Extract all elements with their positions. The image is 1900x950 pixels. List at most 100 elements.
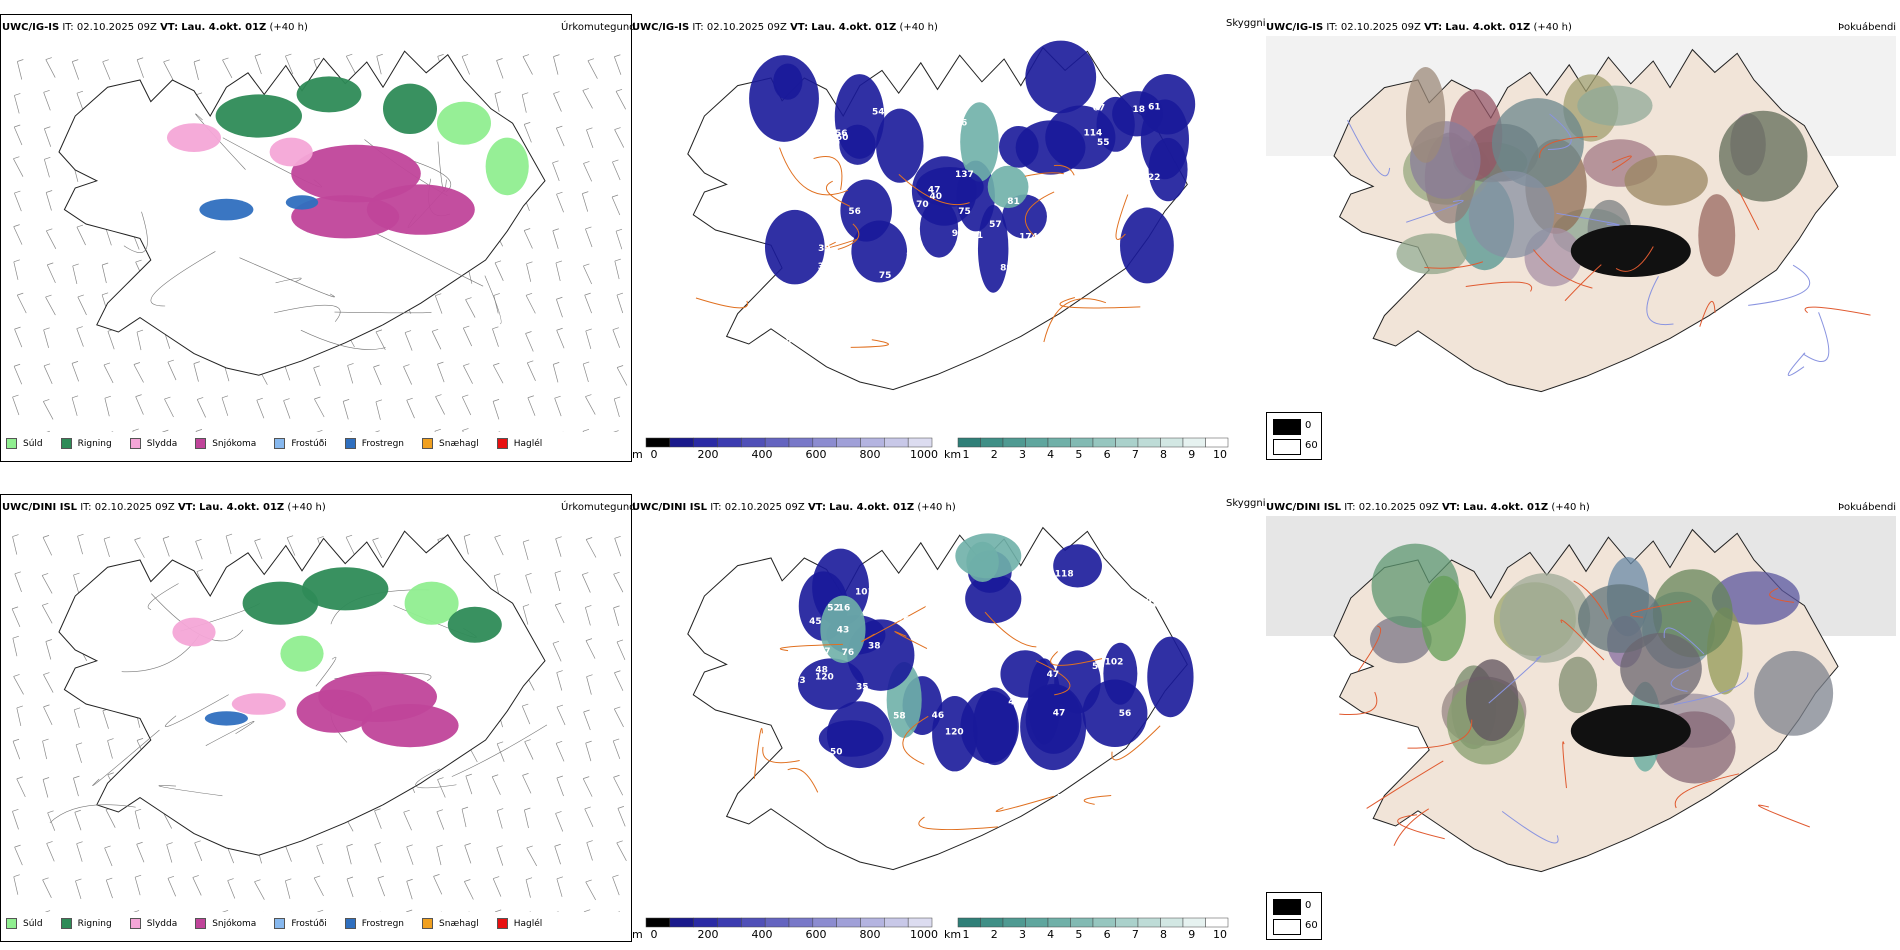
precip-legend-item: Rigning (60, 918, 112, 929)
low-cloud-area (966, 541, 999, 583)
low-cloud-area (999, 125, 1039, 168)
colorbar-tick: 200 (697, 448, 719, 461)
cloud-base-label: 101 (855, 587, 874, 597)
road-line (837, 223, 860, 250)
cloud-base-label: 97 (1145, 598, 1158, 608)
road-line (1339, 691, 1378, 716)
wind-barb (585, 879, 596, 901)
road-line (787, 767, 819, 793)
precip-legend-swatch (496, 438, 508, 449)
cloud-base-label: 104 (967, 679, 986, 689)
wind-barb (522, 54, 533, 75)
cloud-base-label: 22 (1148, 173, 1161, 183)
precip-area (404, 581, 459, 625)
wind-barb (614, 54, 622, 75)
colorbar-cell (860, 917, 885, 928)
wind-barb (612, 738, 621, 760)
road-line (1024, 172, 1064, 177)
precip-legend-label: Snjókoma (212, 438, 257, 449)
road-line (300, 329, 386, 350)
road-line (1053, 164, 1075, 176)
wind-barb (196, 397, 206, 418)
wind-barb (133, 362, 144, 383)
precip-legend-swatch (344, 438, 356, 449)
fog-index-area (1396, 233, 1467, 275)
precip-area (215, 94, 302, 138)
low-cloud-area (932, 696, 978, 772)
wind-barb (374, 430, 380, 432)
cloud-base-label: 39 (818, 244, 831, 254)
fog-legend-high-swatch (1273, 419, 1301, 435)
precip-area (383, 83, 437, 134)
low-cloud-area (1000, 650, 1050, 698)
wind-barb (73, 572, 80, 594)
road-line (1573, 580, 1609, 620)
wind-barb (556, 775, 564, 797)
precip-header: UWC/DINI ISL IT: 02.10.2025 09Z VT: Lau.… (2, 502, 326, 513)
wind-barb (586, 674, 593, 695)
colorbar-tick: 0 (650, 928, 658, 941)
fog-index-area (1620, 632, 1702, 705)
wind-barb (372, 537, 382, 559)
colorbar-tick: 1000 (910, 448, 938, 461)
wind-barb (13, 363, 23, 385)
cloud-base-label: 73 (1103, 205, 1116, 215)
colorbar-cell (860, 437, 885, 448)
wind-barb (167, 875, 177, 897)
wind-barb (583, 709, 591, 731)
cloud-base-label: 73 (924, 601, 937, 611)
cloud-title: Skyggni (1226, 498, 1266, 509)
wind-barb (45, 228, 57, 250)
wind-barb (13, 224, 23, 245)
wind-barb (613, 706, 624, 728)
cloud-base-label: 72 (1057, 793, 1070, 803)
road-line (415, 768, 457, 789)
road-line (451, 724, 548, 777)
wind-barb (555, 536, 562, 557)
precip-legend-swatch (6, 918, 17, 929)
wind-barb (166, 842, 173, 863)
wind-barb (12, 534, 19, 555)
low-cloud-area (987, 165, 1029, 209)
wind-barb (42, 535, 53, 556)
wind-barb (586, 127, 594, 148)
road-line (1366, 760, 1444, 809)
fog-index-area (1711, 571, 1800, 625)
wind-barb (103, 362, 114, 384)
cloud-base-label: 47 (928, 186, 941, 196)
road-line (273, 304, 341, 322)
precip-legend-label: Haglél (513, 918, 543, 929)
precip-legend-item: Snjókoma (195, 438, 256, 449)
precip-legend-item: Frostúði (274, 918, 327, 929)
cloud-base-label: 38 (889, 300, 902, 310)
wind-barb (132, 428, 139, 432)
cloud-base-label: 46 (1008, 698, 1021, 708)
cloud-base-label: 88 (785, 336, 798, 346)
low-cloud-area (919, 199, 959, 258)
wind-barb (614, 127, 625, 148)
wind-barb (614, 670, 624, 691)
low-cloud-area (965, 574, 1022, 624)
cloud-base-label: 40 (930, 192, 943, 202)
colorbar-unit: km (944, 448, 962, 461)
wind-barb (613, 430, 619, 432)
wind-barb (404, 330, 413, 351)
colorbar-swatches (957, 437, 1229, 448)
colorbar-swatches (957, 917, 1229, 928)
wind-barb (582, 776, 593, 797)
precip-type-map (12, 50, 628, 432)
wind-barb (71, 59, 80, 80)
fog-index-area (1421, 575, 1466, 662)
fog-index-area (1754, 650, 1834, 736)
cloud-base-label: 120 (815, 673, 834, 683)
colorbar-tick: 7 (1131, 928, 1139, 941)
wind-barb (193, 361, 200, 382)
wind-barb (76, 326, 84, 347)
colorbar-cell (764, 437, 790, 448)
colorbar-cell (812, 917, 837, 928)
road-line (1035, 660, 1071, 696)
wind-barb (556, 191, 564, 213)
low-cloud-area (1045, 105, 1116, 170)
cloud-base-label: 54 (872, 107, 885, 117)
road-line (1787, 352, 1806, 376)
